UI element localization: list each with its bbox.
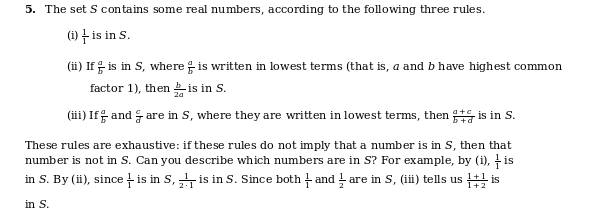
Text: $\mathbf{5.}$  The set $S$ contains some real numbers, according to the followin: $\mathbf{5.}$ The set $S$ contains some …	[24, 3, 485, 17]
Text: These rules are exhaustive: if these rules do not imply that a number is in $S$,: These rules are exhaustive: if these rul…	[24, 139, 513, 153]
Text: (iii) If $\frac{a}{b}$ and $\frac{c}{d}$ are in $S$, where they are written in l: (iii) If $\frac{a}{b}$ and $\frac{c}{d}$…	[66, 108, 516, 126]
Text: factor 1), then $\frac{b}{2a}$ is in $S$.: factor 1), then $\frac{b}{2a}$ is in $S$…	[89, 80, 227, 100]
Text: in $S$. By (ii), since $\frac{1}{1}$ is in $S$, $\frac{1}{2 \cdot 1}$ is in $S$.: in $S$. By (ii), since $\frac{1}{1}$ is …	[24, 171, 501, 191]
Text: in $S$.: in $S$.	[24, 198, 50, 209]
Text: number is not in $S$. Can you describe which numbers are in $S$? For example, by: number is not in $S$. Can you describe w…	[24, 152, 515, 172]
Text: (i) $\frac{1}{1}$ is in $S$.: (i) $\frac{1}{1}$ is in $S$.	[66, 27, 131, 47]
Text: (ii) If $\frac{a}{b}$ is in $S$, where $\frac{a}{b}$ is written in lowest terms : (ii) If $\frac{a}{b}$ is in $S$, where $…	[66, 60, 564, 77]
